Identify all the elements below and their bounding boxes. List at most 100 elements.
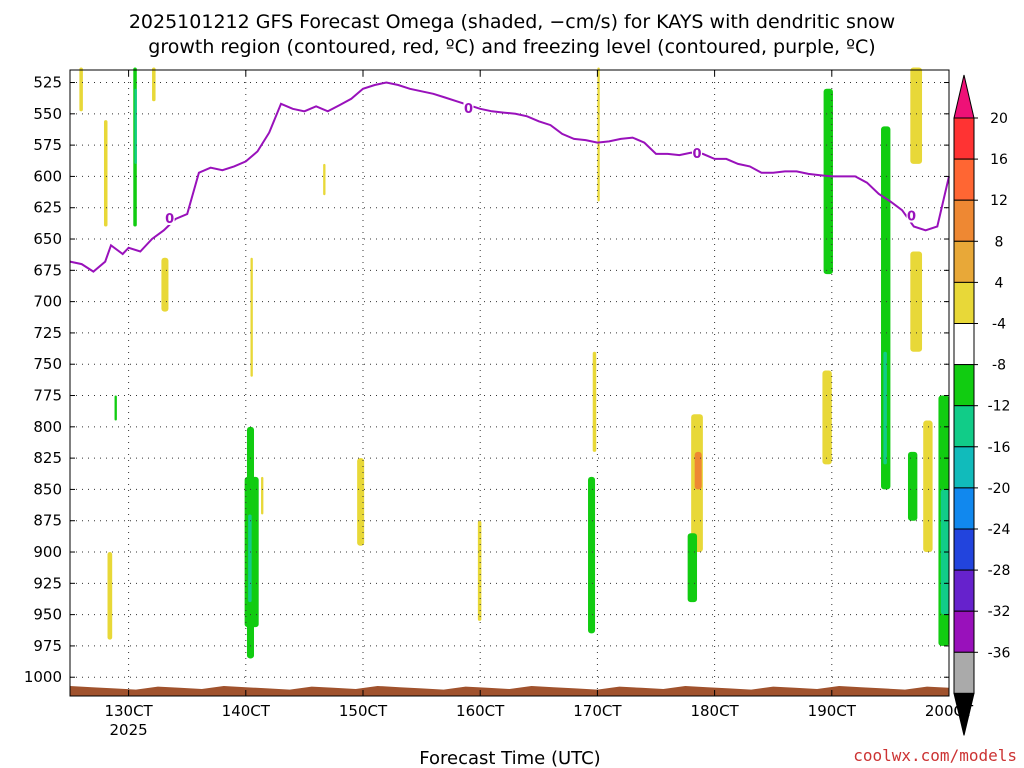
- colorbar-segment: [953, 528, 975, 571]
- omega-patch: [248, 514, 252, 603]
- y-tick-label: 725: [33, 324, 62, 342]
- colorbar-tick-label: -12: [988, 399, 1011, 415]
- omega-patch: [357, 458, 365, 546]
- colorbar-segment: [953, 610, 975, 653]
- y-tick-label: 950: [33, 606, 62, 624]
- colorbar-tick-label: -32: [988, 604, 1011, 620]
- colorbar-tick-label: -4: [992, 317, 1006, 333]
- omega-patch: [250, 257, 253, 377]
- freezing-label-bg: [164, 210, 175, 225]
- x-axis-label: Forecast Time (UTC): [419, 748, 600, 768]
- omega-patch: [910, 67, 923, 164]
- x-tick-label: 140CT: [222, 702, 271, 720]
- surface-terrain: [70, 681, 949, 696]
- chart-title-line-2: growth region (contoured, red, ºC) and f…: [148, 36, 875, 58]
- omega-patch: [161, 257, 169, 312]
- freezing-level-label: 0: [692, 147, 701, 162]
- plot-area: 0 0 0 0 525 550 575 600 625 650 675 700 725 750 775 800…: [24, 67, 974, 739]
- colorbar-tick-label: 8: [995, 234, 1004, 250]
- colorbar-segment: [953, 405, 975, 448]
- omega-patch: [477, 520, 482, 621]
- colorbar-tick-label: 4: [995, 275, 1004, 291]
- plot-background: [70, 70, 949, 696]
- x-tick-sublabel: 2025: [110, 721, 148, 739]
- freezing-level-line: [69, 81, 950, 273]
- colorbar-tick-label: -8: [992, 358, 1006, 374]
- y-tick-label: 525: [33, 74, 62, 92]
- y-tick-label: 625: [33, 199, 62, 217]
- colorbar-tick-label: -28: [988, 563, 1011, 579]
- y-tick-label: 650: [33, 230, 62, 248]
- plot-frame: [69, 69, 950, 697]
- colorbar-tick-label: 16: [990, 152, 1008, 168]
- x-tick-label: 130CT: [104, 702, 153, 720]
- y-tick-label: 1000: [24, 668, 62, 686]
- x-tick-label: 160CT: [456, 702, 505, 720]
- omega-patch: [694, 451, 702, 490]
- y-tick-label: 550: [33, 105, 62, 123]
- x-tick-label: 180CT: [690, 702, 739, 720]
- omega-patch: [323, 163, 326, 196]
- freezing-label-bg: [692, 145, 703, 160]
- y-tick-label: 700: [33, 293, 62, 311]
- colorbar-tick-label: 20: [990, 111, 1008, 127]
- omega-patch: [79, 67, 83, 112]
- freezing-level-label: 0: [907, 209, 916, 224]
- colorbar-segment: [953, 651, 975, 694]
- y-tick-label: 575: [33, 136, 62, 154]
- freezing-level-label: 0: [464, 102, 473, 117]
- colorbar-tick-label: -36: [988, 645, 1011, 661]
- colorbar: 20 16 12 8 4 -4 -8 -12 -16 -20 -24 -28 -32 -36: [953, 74, 1011, 736]
- colorbar-segment: [953, 569, 975, 612]
- omega-patch: [588, 476, 596, 634]
- omega-patch: [923, 420, 933, 553]
- omega-patch: [152, 67, 156, 102]
- colorbar-segment: [953, 446, 975, 489]
- colorbar-top-arrow: [953, 74, 975, 119]
- credit-text: coolwx.com/models: [853, 746, 1017, 765]
- omega-patch: [114, 395, 117, 421]
- colorbar-segment: [953, 199, 975, 242]
- y-tick-label: 825: [33, 449, 62, 467]
- omega-patch: [261, 476, 264, 515]
- y-tick-label: 875: [33, 512, 62, 530]
- colorbar-tick-label: -24: [988, 522, 1011, 538]
- omega-patch: [822, 370, 832, 465]
- omega-patch: [134, 88, 137, 164]
- colorbar-tick-label: 12: [990, 193, 1008, 209]
- x-tick-label: 190CT: [808, 702, 857, 720]
- colorbar-segment: [953, 487, 975, 530]
- x-tick-label: 170CT: [573, 702, 622, 720]
- freezing-level-label: 0: [165, 212, 174, 227]
- omega-patch: [107, 552, 113, 640]
- omega-patch: [687, 533, 698, 603]
- colorbar-segment: [953, 158, 975, 201]
- freezing-label-bg: [906, 208, 917, 223]
- colorbar-segment: [953, 240, 975, 283]
- omega-patch: [597, 67, 600, 202]
- omega-patch: [592, 351, 597, 452]
- y-tick-label: 775: [33, 387, 62, 405]
- colorbar-bottom-arrow: [953, 692, 975, 736]
- colorbar-segment: [953, 281, 975, 324]
- y-tick-label: 975: [33, 637, 62, 655]
- colorbar-segment: [953, 323, 975, 366]
- omega-patch: [823, 88, 833, 275]
- y-tick-label: 675: [33, 261, 62, 279]
- omega-patch: [907, 451, 918, 521]
- y-tick-label: 850: [33, 480, 62, 498]
- omega-patch: [883, 351, 887, 465]
- colorbar-segment: [953, 364, 975, 407]
- omega-patch: [103, 120, 108, 227]
- y-tick-label: 925: [33, 574, 62, 592]
- x-tick-label: 150CT: [339, 702, 388, 720]
- chart-title-line-1: 2025101212 GFS Forecast Omega (shaded, −…: [129, 11, 895, 33]
- y-tick-label: 750: [33, 355, 62, 373]
- colorbar-tick-label: -16: [988, 440, 1011, 456]
- y-tick-label: 600: [33, 167, 62, 185]
- chart-title: 2025101212 GFS Forecast Omega (shaded, −…: [129, 11, 895, 58]
- freezing-label-bg: [463, 100, 474, 115]
- colorbar-segment: [953, 117, 975, 160]
- y-tick-label: 900: [33, 543, 62, 561]
